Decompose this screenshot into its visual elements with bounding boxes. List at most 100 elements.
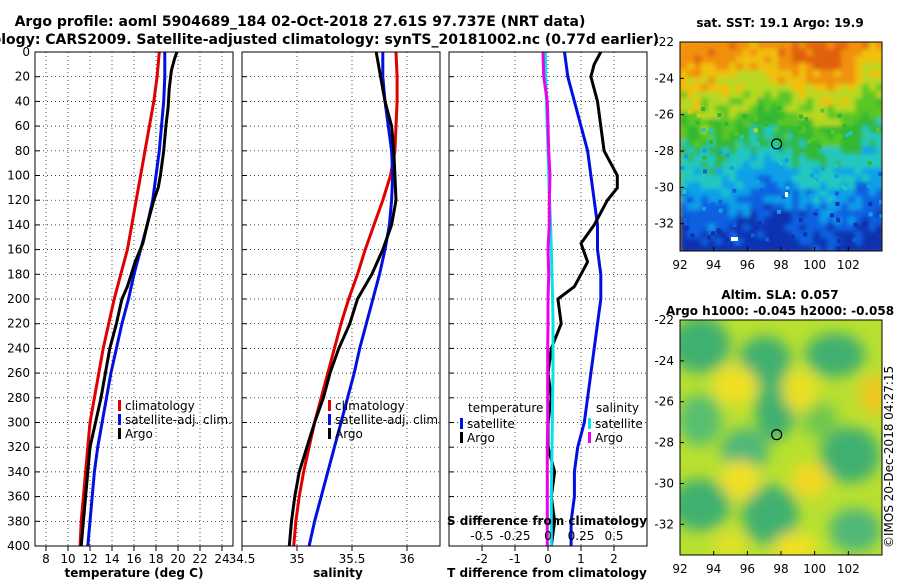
x-tick-label: 34.5 — [229, 552, 256, 566]
sst-map-cell — [764, 84, 772, 92]
sst-map-cell — [799, 238, 807, 246]
y-tick-label: 60 — [15, 119, 30, 133]
sst-map-cell — [806, 196, 814, 204]
sst-map-cell — [729, 182, 737, 190]
sst-map-cell — [757, 231, 765, 239]
sst-map-cell — [813, 77, 821, 85]
sst-map-cell — [764, 238, 772, 246]
sst-map-cell — [869, 231, 877, 239]
sst-map-cell — [848, 140, 856, 148]
sst-map-cell — [862, 77, 870, 85]
sst-map-cell — [680, 203, 688, 211]
sst-map-cell — [722, 42, 730, 50]
sst-map-cell — [708, 154, 716, 162]
sst-map-cell — [687, 56, 695, 64]
sst-map-cell — [771, 112, 779, 120]
sst-map-cell — [736, 203, 744, 211]
salinity-panel-frame — [241, 51, 441, 547]
sst-map-cell — [743, 154, 751, 162]
sst-map-cell — [722, 224, 730, 232]
sst-map-cell — [764, 126, 772, 134]
sst-map-cell — [785, 98, 793, 106]
sst-map-cell — [722, 161, 730, 169]
map-y-tick-label: -26 — [654, 108, 674, 122]
sst-map-cell — [799, 189, 807, 197]
sst-map-pixel — [683, 217, 688, 222]
temperature-panel-frame — [34, 51, 234, 547]
sst-map-cell — [806, 245, 814, 251]
sst-map-cell — [771, 196, 779, 204]
sst-map-cell — [764, 154, 772, 162]
legend-swatch — [328, 414, 331, 425]
sst-map-cell — [687, 168, 695, 176]
sst-map-cell — [813, 63, 821, 71]
sst-map-cell — [792, 245, 800, 251]
sst-map-cell — [834, 126, 842, 134]
sst-map-cell — [729, 98, 737, 106]
sst-map-cell — [778, 133, 786, 141]
sst-map-cell — [841, 189, 849, 197]
sst-map-cell — [680, 91, 688, 99]
sst-map-pixel — [696, 113, 701, 118]
sst-map-cell — [834, 42, 842, 50]
sst-map-pixel — [718, 150, 723, 155]
sst-map-cell — [855, 245, 863, 251]
sst-map-cell — [806, 224, 814, 232]
sst-map-cell — [750, 238, 758, 246]
sst-map-cell — [743, 133, 751, 141]
sst-map-cell — [764, 42, 772, 50]
sst-map-cell — [715, 63, 723, 71]
sst-map-pixel — [836, 239, 841, 244]
sst-map-cell — [813, 119, 821, 127]
sst-map-cell — [834, 70, 842, 78]
sst-map-cell — [715, 175, 723, 183]
sst-map-cell — [869, 224, 877, 232]
sst-map-cell — [848, 63, 856, 71]
sst-map-cell — [820, 56, 828, 64]
sst-map-cell — [806, 161, 814, 169]
sst-map-cell — [722, 182, 730, 190]
sst-map-pixel — [835, 215, 840, 220]
sst-map-cell — [694, 154, 702, 162]
sst-map-cell — [694, 224, 702, 232]
sst-map-cell — [701, 196, 709, 204]
sst-map-pixel — [776, 209, 781, 214]
sst-map-cell — [757, 224, 765, 232]
sst-map-cell — [736, 217, 744, 225]
sst-map-pixel — [752, 244, 757, 249]
sst-map-cell — [715, 217, 723, 225]
sst-map-cell — [848, 161, 856, 169]
sst-map-cell — [862, 42, 870, 50]
sst-map-cell — [750, 77, 758, 85]
sst-map-cell — [792, 210, 800, 218]
sst-map-cell — [876, 182, 882, 190]
sst-map-cell — [792, 182, 800, 190]
sst-map-cell — [687, 70, 695, 78]
sst-map-cell — [855, 182, 863, 190]
sst-map-pixel — [680, 166, 685, 171]
sst-map-cell — [701, 238, 709, 246]
sst-map-pixel — [847, 246, 852, 251]
sst-map-cell — [841, 42, 849, 50]
sst-map-cell — [848, 91, 856, 99]
sst-map-cell — [862, 49, 870, 57]
legend-swatch — [118, 428, 121, 439]
sst-map-pixel — [785, 246, 790, 251]
sst-map-cell — [708, 98, 716, 106]
sst-map-cell — [869, 238, 877, 246]
sst-map-cell — [722, 196, 730, 204]
sst-map-cell — [687, 161, 695, 169]
sst-map-cell — [827, 245, 835, 251]
sla-map-blob — [829, 508, 881, 552]
sst-map-cell — [743, 231, 751, 239]
sst-map-cell — [743, 70, 751, 78]
sst-map-cell — [876, 105, 882, 113]
sst-map-cell — [680, 112, 688, 120]
sst-map-pixel — [776, 158, 781, 163]
sst-map-pixel — [834, 163, 839, 168]
sst-map-cell — [785, 161, 793, 169]
sst-map-pixel — [753, 117, 758, 122]
sst-map-pixel — [717, 113, 722, 118]
sst-map-cell — [876, 161, 882, 169]
sst-map-cell — [750, 154, 758, 162]
